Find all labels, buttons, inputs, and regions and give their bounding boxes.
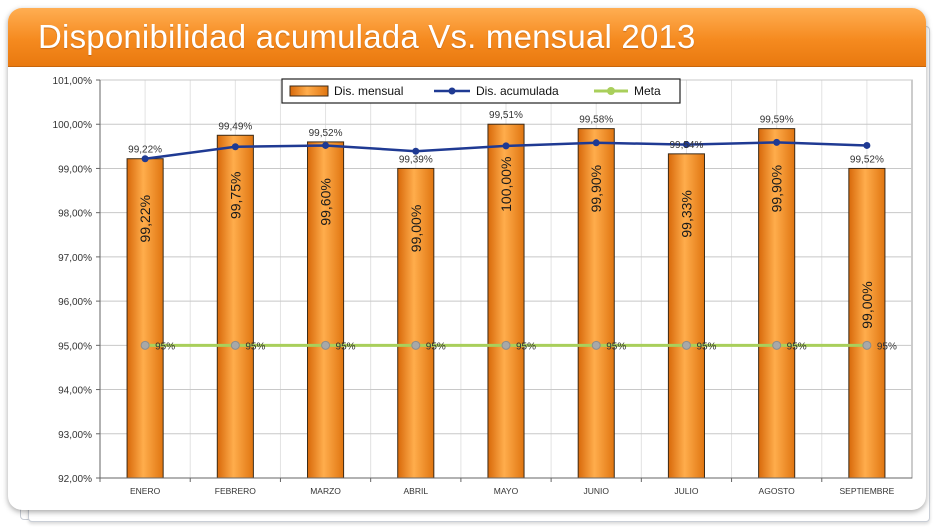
y-tick-label: 98,00% (58, 209, 92, 220)
bar-dis-mensual (397, 167, 435, 479)
meta-marker (681, 340, 691, 350)
acumulada-marker (682, 141, 690, 149)
bar-dis-mensual (487, 123, 525, 479)
meta-marker (230, 340, 240, 350)
bar-value-label: 99,22% (137, 195, 153, 242)
title-banner: Disponibilidad acumulada Vs. mensual 201… (8, 8, 926, 67)
meta-marker (140, 340, 150, 350)
acumulada-value-label: 99,58% (579, 115, 613, 126)
x-tick-label: AGOSTO (759, 486, 796, 496)
legend-swatch-dis-mensual (289, 85, 329, 97)
legend-swatch-marker-meta (607, 87, 615, 95)
chart-card: Disponibilidad acumulada Vs. mensual 201… (8, 8, 926, 510)
acumulada-marker (141, 155, 149, 163)
meta-value-label: 95% (696, 341, 716, 352)
x-tick-label: JULIO (674, 486, 698, 496)
meta-value-label: 95% (516, 341, 536, 352)
acumulada-marker (592, 139, 600, 147)
y-tick-label: 97,00% (58, 253, 92, 264)
y-tick-label: 96,00% (58, 297, 92, 308)
meta-marker (501, 340, 511, 350)
plot-area: 99,22% 99,75% 99,60% 99,00% 100,00% 99,90% 99,… (20, 70, 920, 507)
page-title: Disponibilidad acumulada Vs. mensual 201… (38, 18, 696, 55)
bar-dis-mensual (126, 158, 164, 479)
acumulada-marker (863, 141, 871, 149)
y-tick-label: 95,00% (58, 341, 92, 352)
legend-swatch-marker-acumulada (448, 87, 456, 95)
meta-marker (321, 340, 331, 350)
acumulada-marker (231, 143, 239, 151)
legend-label-dis-acumulada: Dis. acumulada (476, 84, 559, 98)
bar-value-label: 99,33% (678, 190, 694, 237)
acumulada-value-label: 99,22% (128, 145, 162, 156)
bar-value-label: 99,00% (408, 205, 424, 252)
bar-value-label: 99,60% (318, 178, 334, 225)
x-tick-label: JUNIO (583, 486, 609, 496)
bar-dis-mensual (577, 128, 615, 479)
bar-value-label: 99,90% (769, 165, 785, 212)
y-tick-label: 93,00% (58, 430, 92, 441)
acumulada-value-label: 99,59% (760, 115, 794, 126)
meta-value-label: 95% (336, 341, 356, 352)
meta-value-label: 95% (155, 341, 175, 352)
acumulada-marker (502, 142, 510, 150)
y-tick-label: 101,00% (53, 76, 93, 87)
legend-box (281, 78, 681, 104)
y-tick-label: 94,00% (58, 386, 92, 397)
acumulada-value-label: 99,39% (399, 154, 433, 165)
meta-value-label: 95% (877, 341, 897, 352)
meta-marker (772, 340, 782, 350)
x-tick-label: SEPTIEMBRE (839, 486, 894, 496)
legend-label-meta: Meta (634, 84, 661, 98)
chart: 99,22% 99,75% 99,60% 99,00% 100,00% 99,90% 99,… (53, 76, 913, 496)
y-tick-label: 92,00% (58, 474, 92, 485)
acumulada-marker (322, 141, 330, 149)
x-tick-label: MAYO (494, 486, 519, 496)
bar-value-label: 99,90% (588, 165, 604, 212)
acumulada-value-label: 99,54% (669, 140, 703, 151)
x-tick-label: MARZO (310, 486, 341, 496)
acumulada-marker (773, 138, 781, 146)
bar-value-label: 99,00% (859, 281, 875, 328)
meta-value-label: 95% (245, 341, 265, 352)
bar-dis-mensual (848, 167, 886, 479)
bar-value-label: 99,75% (227, 172, 243, 219)
y-tick-label: 100,00% (53, 120, 93, 131)
y-tick-label: 99,00% (58, 164, 92, 175)
acumulada-marker (412, 147, 420, 155)
legend-label-dis-mensual: Dis. mensual (334, 84, 403, 98)
bar-dis-mensual (216, 134, 254, 479)
meta-marker (591, 340, 601, 350)
meta-marker (411, 340, 421, 350)
meta-marker (862, 340, 872, 350)
acumulada-value-label: 99,52% (850, 154, 884, 165)
acumulada-value-label: 99,49% (218, 121, 252, 132)
bar-value-label: 100,00% (498, 157, 514, 212)
acumulada-value-label: 99,52% (309, 128, 343, 139)
meta-value-label: 95% (787, 341, 807, 352)
meta-value-label: 95% (426, 341, 446, 352)
x-tick-label: ABRIL (403, 486, 428, 496)
x-tick-label: ENERO (130, 486, 161, 496)
bar-dis-mensual (307, 141, 345, 479)
x-tick-label: FEBRERO (215, 486, 256, 496)
meta-value-label: 95% (606, 341, 626, 352)
acumulada-value-label: 99,51% (489, 110, 523, 121)
